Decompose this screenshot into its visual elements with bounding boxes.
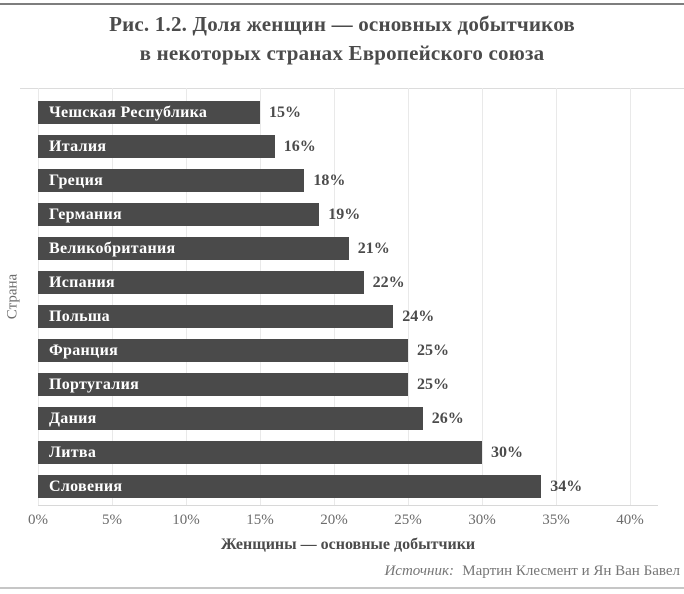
bar-category-label: Германия xyxy=(49,205,123,223)
top-divider xyxy=(0,3,684,5)
bar: Словения xyxy=(38,475,542,498)
bar-category-label: Польша xyxy=(49,307,110,325)
source-authors: Мартин Клесмент и Ян Ван Бавел xyxy=(462,563,680,579)
bar-row: Великобритания 21% xyxy=(38,237,658,260)
bar-category-label: Испания xyxy=(49,273,115,291)
bar: Великобритания xyxy=(38,237,349,260)
bar-value-label: 16% xyxy=(283,138,316,155)
source-note: Источник: Мартин Клесмент и Ян Ван Бавел xyxy=(0,563,680,580)
bar-category-label: Словения xyxy=(49,477,123,495)
x-axis-title: Женщины — основные добытчики xyxy=(220,536,476,553)
x-tick-label: 25% xyxy=(394,512,422,528)
bar-row: Дания 26% xyxy=(38,407,658,430)
bar-row: Италия 16% xyxy=(38,135,658,158)
figure-title-line-2: в некоторых странах Европейского союза xyxy=(139,41,545,65)
bar-row: Франция 25% xyxy=(38,339,658,362)
gridline xyxy=(186,88,187,505)
bar-category-label: Португалия xyxy=(49,375,140,393)
plot-area: Чешская Республика 15% Италия 16% Греция 18% Г… xyxy=(38,88,658,506)
gridline xyxy=(482,88,483,505)
x-tick-label: 30% xyxy=(468,512,496,528)
bar-value-label: 25% xyxy=(417,342,449,359)
gridline xyxy=(112,88,113,505)
bar-row: Германия 19% xyxy=(38,203,658,226)
x-tick-label: 5% xyxy=(102,512,122,528)
bar-value-label: 34% xyxy=(550,478,583,495)
gridline xyxy=(334,88,335,505)
x-tick-label: 20% xyxy=(320,512,348,528)
bar-value-label: 18% xyxy=(313,172,346,189)
bar: Италия xyxy=(38,135,275,158)
figure-title-line-1: Рис. 1.2. Доля женщин — основных добытчи… xyxy=(109,12,575,36)
y-axis-title: Страна xyxy=(4,273,21,320)
bar-value-label: 22% xyxy=(372,274,405,291)
bar-category-label: Литва xyxy=(49,443,97,461)
bar: Польша xyxy=(38,305,394,328)
bar-category-label: Дания xyxy=(49,409,97,427)
x-tick-label: 40% xyxy=(616,512,644,528)
figure-title: Рис. 1.2. Доля женщин — основных добытчи… xyxy=(0,10,684,68)
bar-row: Греция 18% xyxy=(38,169,658,192)
plot-top-border xyxy=(20,88,684,89)
gridline xyxy=(556,88,557,505)
x-tick-label: 15% xyxy=(246,512,274,528)
bar: Испания xyxy=(38,271,364,294)
bar: Дания xyxy=(38,407,423,430)
source-prefix-label: Источник: xyxy=(384,563,455,579)
x-tick-label: 35% xyxy=(542,512,570,528)
bar-row: Испания 22% xyxy=(38,271,658,294)
bar: Греция xyxy=(38,169,305,192)
bar-value-label: 26% xyxy=(431,410,464,427)
gridline xyxy=(408,88,409,505)
bar-category-label: Чешская Республика xyxy=(49,103,208,121)
bar-value-label: 24% xyxy=(402,308,435,325)
bar-value-label: 21% xyxy=(357,240,390,257)
bar-category-label: Великобритания xyxy=(49,239,176,257)
bar-row: Литва 30% xyxy=(38,441,658,464)
bar: Чешская Республика xyxy=(38,101,260,124)
bottom-divider xyxy=(0,587,684,589)
bar-row: Португалия 25% xyxy=(38,373,658,396)
bar-value-label: 25% xyxy=(417,376,449,393)
bar: Франция xyxy=(38,339,408,362)
gridline xyxy=(260,88,261,505)
x-tick-label: 10% xyxy=(172,512,200,528)
gridline xyxy=(38,88,39,505)
bar: Германия xyxy=(38,203,320,226)
bar-row: Польша 24% xyxy=(38,305,658,328)
bar-value-label: 15% xyxy=(269,104,301,121)
bar-row: Словения 34% xyxy=(38,475,658,498)
bar-category-label: Франция xyxy=(49,341,119,359)
bar: Литва xyxy=(38,441,482,464)
bar-category-label: Греция xyxy=(49,171,104,189)
bar-category-label: Италия xyxy=(49,137,107,155)
gridline xyxy=(630,88,631,505)
bar-value-label: 30% xyxy=(491,444,523,461)
bar-value-label: 19% xyxy=(328,206,361,223)
bar: Португалия xyxy=(38,373,408,396)
x-tick-label: 0% xyxy=(28,512,48,528)
bar-row: Чешская Республика 15% xyxy=(38,101,658,124)
